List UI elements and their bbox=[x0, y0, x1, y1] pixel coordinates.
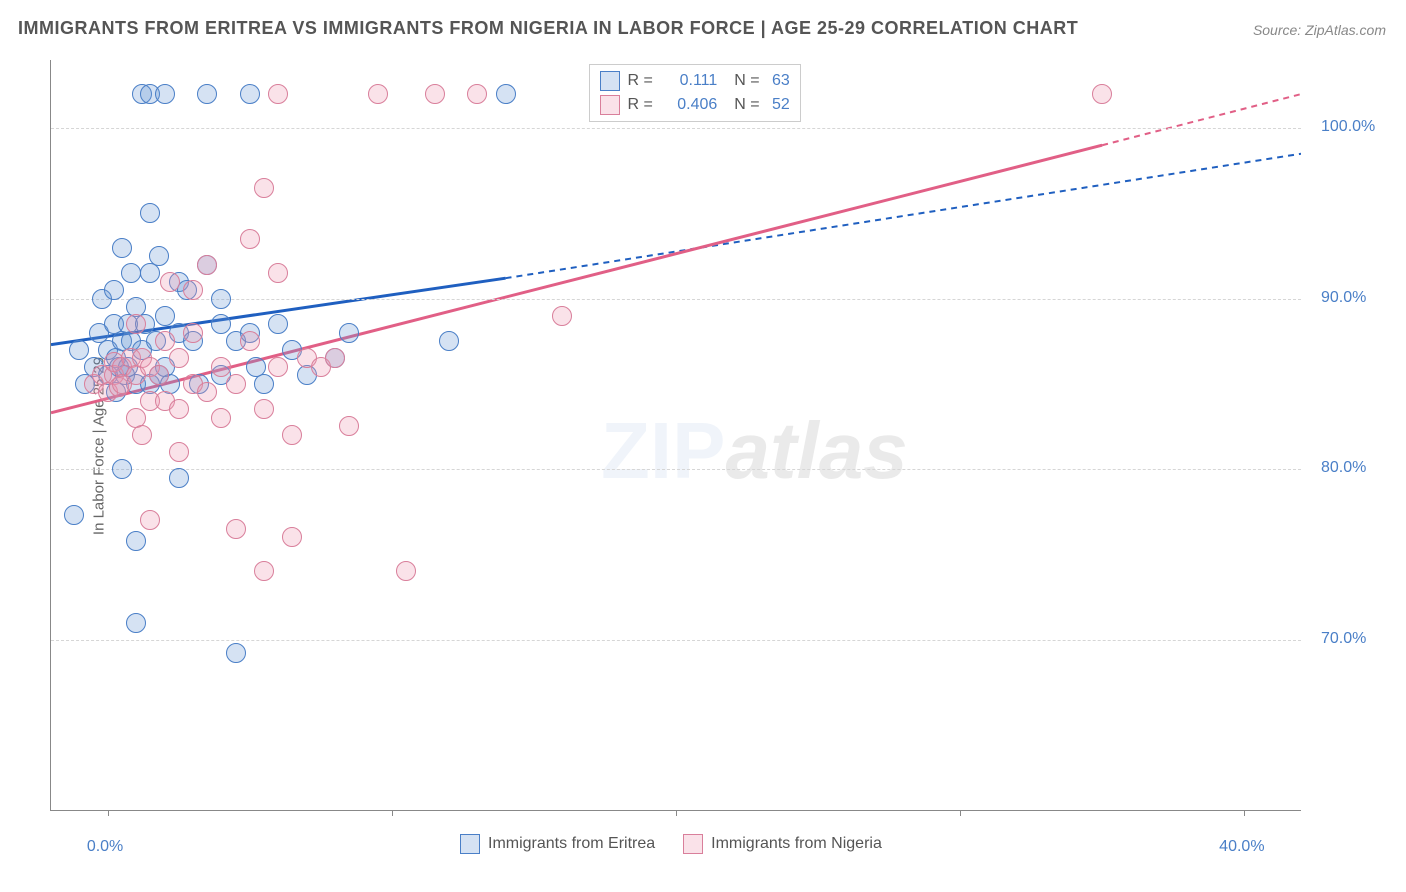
y-tick-label: 90.0% bbox=[1321, 289, 1366, 307]
data-point bbox=[368, 84, 388, 104]
data-point bbox=[121, 263, 141, 283]
x-tick bbox=[1244, 810, 1245, 816]
data-point bbox=[69, 340, 89, 360]
data-point bbox=[226, 374, 246, 394]
data-point bbox=[240, 229, 260, 249]
data-point bbox=[211, 408, 231, 428]
y-tick-label: 70.0% bbox=[1321, 630, 1366, 648]
data-point bbox=[155, 331, 175, 351]
data-point bbox=[268, 84, 288, 104]
corr-legend-row: R = 0.406 N = 52 bbox=[600, 93, 790, 117]
data-point bbox=[268, 357, 288, 377]
data-point bbox=[132, 425, 152, 445]
data-point bbox=[325, 348, 345, 368]
data-point bbox=[339, 323, 359, 343]
data-point bbox=[160, 272, 180, 292]
data-point bbox=[169, 348, 189, 368]
x-tick bbox=[676, 810, 677, 816]
data-point bbox=[104, 280, 124, 300]
data-point bbox=[396, 561, 416, 581]
data-point bbox=[112, 459, 132, 479]
data-point bbox=[496, 84, 516, 104]
data-point bbox=[197, 382, 217, 402]
data-point bbox=[126, 314, 146, 334]
correlation-legend: R = 0.111 N = 63R = 0.406 N = 52 bbox=[589, 64, 801, 122]
data-point bbox=[197, 84, 217, 104]
source-label: Source: ZipAtlas.com bbox=[1253, 22, 1386, 38]
data-point bbox=[149, 246, 169, 266]
watermark: ZIPatlas bbox=[601, 405, 908, 497]
data-point bbox=[240, 331, 260, 351]
gridline bbox=[51, 469, 1301, 470]
series-legend: Immigrants from Eritrea Immigrants from N… bbox=[460, 834, 882, 854]
gridline bbox=[51, 640, 1301, 641]
data-point bbox=[282, 527, 302, 547]
data-point bbox=[254, 374, 274, 394]
data-point bbox=[126, 613, 146, 633]
data-point bbox=[254, 399, 274, 419]
data-point bbox=[282, 425, 302, 445]
data-point bbox=[169, 468, 189, 488]
data-point bbox=[1092, 84, 1112, 104]
data-point bbox=[240, 84, 260, 104]
data-point bbox=[467, 84, 487, 104]
data-point bbox=[169, 399, 189, 419]
data-point bbox=[140, 263, 160, 283]
x-tick bbox=[108, 810, 109, 816]
plot-area: ZIPatlas R = 0.111 N = 63R = 0.406 N = 5… bbox=[50, 60, 1301, 811]
data-point bbox=[211, 357, 231, 377]
x-tick-label: 0.0% bbox=[87, 838, 123, 856]
data-point bbox=[268, 314, 288, 334]
x-tick bbox=[960, 810, 961, 816]
data-point bbox=[140, 203, 160, 223]
data-point bbox=[197, 255, 217, 275]
data-point bbox=[140, 510, 160, 530]
data-point bbox=[155, 84, 175, 104]
data-point bbox=[552, 306, 572, 326]
corr-legend-row: R = 0.111 N = 63 bbox=[600, 69, 790, 93]
data-point bbox=[254, 561, 274, 581]
x-tick-label: 40.0% bbox=[1219, 838, 1264, 856]
data-point bbox=[268, 263, 288, 283]
chart-title: IMMIGRANTS FROM ERITREA VS IMMIGRANTS FR… bbox=[18, 18, 1078, 39]
gridline bbox=[51, 299, 1301, 300]
y-tick-label: 100.0% bbox=[1321, 118, 1375, 136]
legend-item: Immigrants from Nigeria bbox=[683, 834, 882, 854]
gridline bbox=[51, 128, 1301, 129]
data-point bbox=[64, 505, 84, 525]
trend-lines bbox=[51, 60, 1301, 810]
data-point bbox=[126, 531, 146, 551]
data-point bbox=[254, 178, 274, 198]
data-point bbox=[183, 280, 203, 300]
data-point bbox=[339, 416, 359, 436]
data-point bbox=[112, 238, 132, 258]
data-point bbox=[211, 289, 231, 309]
data-point bbox=[149, 365, 169, 385]
data-point bbox=[226, 519, 246, 539]
x-tick bbox=[392, 810, 393, 816]
data-point bbox=[425, 84, 445, 104]
data-point bbox=[169, 442, 189, 462]
data-point bbox=[226, 643, 246, 663]
data-point bbox=[155, 306, 175, 326]
y-tick-label: 80.0% bbox=[1321, 459, 1366, 477]
legend-item: Immigrants from Eritrea bbox=[460, 834, 655, 854]
data-point bbox=[439, 331, 459, 351]
data-point bbox=[183, 323, 203, 343]
data-point bbox=[211, 314, 231, 334]
